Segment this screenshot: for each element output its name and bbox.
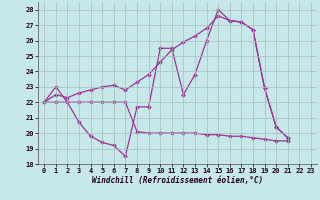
X-axis label: Windchill (Refroidissement éolien,°C): Windchill (Refroidissement éolien,°C) xyxy=(92,176,263,185)
